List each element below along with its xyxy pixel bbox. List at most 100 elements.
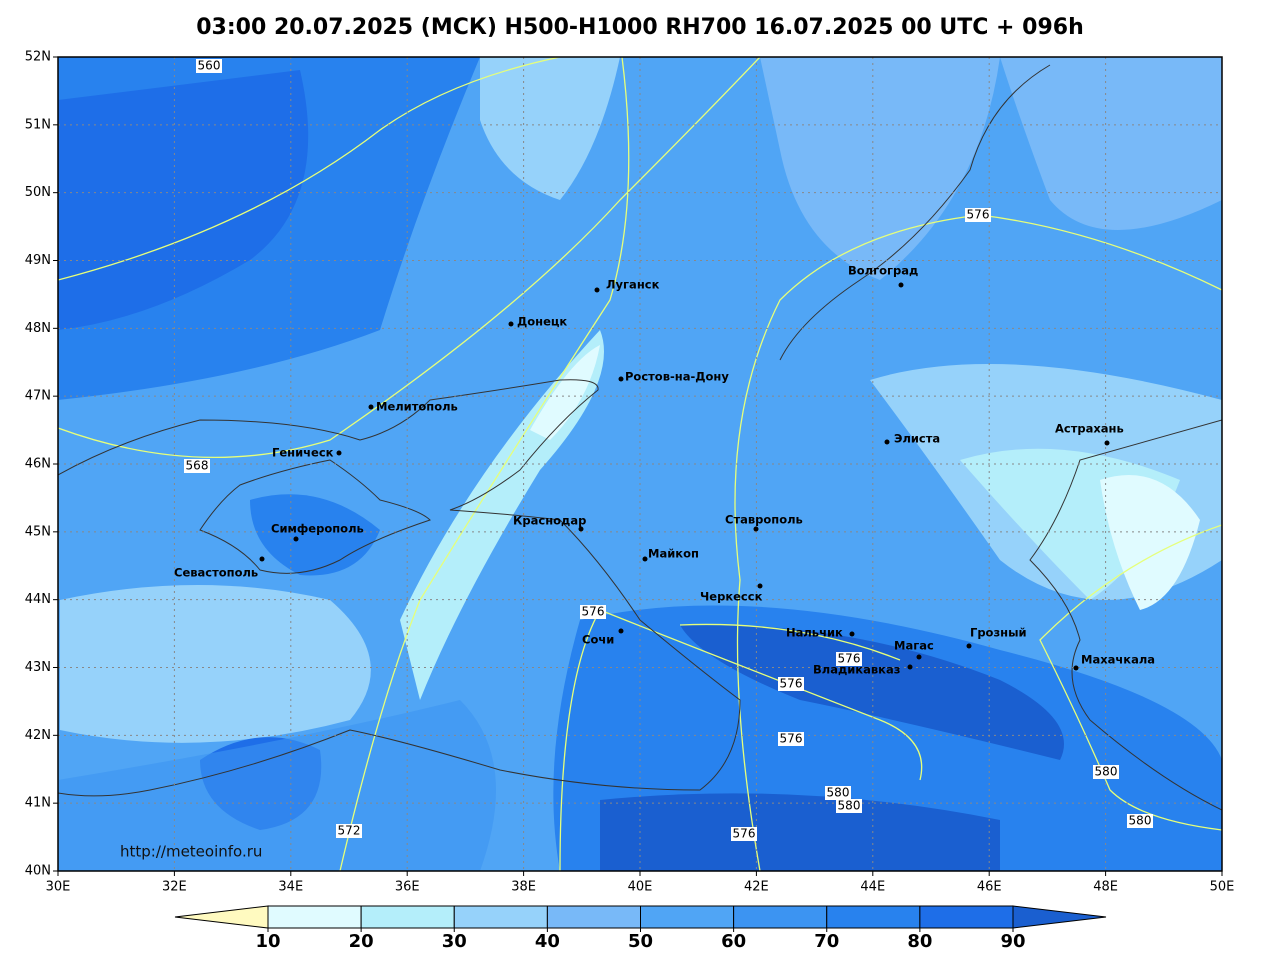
- colorbar-tick-label: 40: [535, 931, 560, 952]
- city-dot: [618, 376, 624, 382]
- city-label: Нальчик: [786, 626, 843, 640]
- city-dot: [898, 282, 904, 288]
- contour-label: 576: [733, 827, 756, 841]
- contour-label: 580: [1129, 814, 1152, 828]
- city-label: Ростов-на-Дону: [625, 370, 729, 384]
- colorbar-bin: [640, 905, 735, 929]
- x-tick-label: 34E: [278, 880, 303, 895]
- colorbar-bin: [733, 905, 828, 929]
- city-label: Волгоград: [848, 264, 918, 278]
- contour-label-box: [825, 786, 851, 800]
- colorbar-tick-label: 20: [349, 931, 374, 952]
- city-label: Черкесск: [700, 590, 763, 604]
- x-tick-label: 40E: [628, 880, 653, 895]
- contour-label-box: [778, 677, 804, 691]
- city-label: Мелитополь: [376, 400, 458, 414]
- city-label: Махачкала: [1081, 653, 1155, 667]
- city-dot: [753, 526, 759, 532]
- city-label: Магас: [894, 639, 934, 653]
- city-dot: [966, 643, 972, 649]
- city-label: Симферополь: [271, 522, 364, 536]
- contour-label-box: [336, 824, 362, 838]
- y-tick-label: 42N: [25, 728, 51, 743]
- city-label: Донецк: [517, 315, 567, 329]
- y-tick-label: 50N: [25, 185, 51, 200]
- city-dot: [336, 450, 342, 456]
- city-dot: [1104, 440, 1110, 446]
- colorbar-low: [174, 905, 269, 929]
- contour-label-box: [836, 652, 862, 666]
- x-tick-label: 30E: [46, 880, 71, 895]
- contour-label-box: [731, 827, 757, 841]
- city-dot: [508, 321, 514, 327]
- y-tick-label: 49N: [25, 253, 51, 268]
- city-label: Луганск: [606, 278, 660, 292]
- colorbar-tick-label: 70: [814, 931, 839, 952]
- x-tick-label: 44E: [860, 880, 885, 895]
- map-frame: [57, 56, 1223, 872]
- source-url: http://meteoinfo.ru: [120, 843, 262, 861]
- contour-label-box: [965, 208, 991, 222]
- map-labels: Луганск Донецк Ростов-на-Дону Мелитополь Ген…: [174, 59, 1155, 841]
- contour-label: 576: [582, 605, 605, 619]
- city-dot: [849, 631, 855, 637]
- colorbar-bin: [826, 905, 921, 929]
- contour-label-box: [1127, 814, 1153, 828]
- x-tick-label: 32E: [162, 880, 187, 895]
- contour-label: 568: [186, 459, 209, 473]
- contour-label: 576: [780, 677, 803, 691]
- city-dot: [757, 583, 763, 589]
- city-dot: [618, 628, 624, 634]
- city-label: Владикавказ: [813, 663, 900, 677]
- contour-label: 560: [198, 59, 221, 73]
- x-tick-label: 42E: [744, 880, 769, 895]
- contour-label-box: [1093, 765, 1119, 779]
- x-tick-label: 36E: [395, 880, 420, 895]
- city-dot: [884, 439, 890, 445]
- contour-label-box: [184, 459, 210, 473]
- city-label: Севастополь: [174, 566, 258, 580]
- x-tick-label: 46E: [977, 880, 1002, 895]
- colorbar-bin: [453, 905, 548, 929]
- x-tick-label: 50E: [1210, 880, 1235, 895]
- colorbar-tick-label: 80: [907, 931, 932, 952]
- y-tick-label: 43N: [25, 660, 51, 675]
- city-dot: [293, 536, 299, 542]
- contour-label: 580: [838, 799, 861, 813]
- contour-label-box: [836, 799, 862, 813]
- city-dot: [907, 664, 913, 670]
- city-label: Ставрополь: [725, 513, 803, 527]
- y-tick-label: 44N: [25, 592, 51, 607]
- y-tick-label: 46N: [25, 457, 51, 472]
- city-dot: [594, 287, 600, 293]
- contour-label: 580: [827, 786, 850, 800]
- y-tick-label: 48N: [25, 321, 51, 336]
- city-dot: [642, 556, 648, 562]
- colorbar-tick-label: 60: [721, 931, 746, 952]
- y-tick-label: 45N: [25, 524, 51, 539]
- title: 03:00 20.07.2025 (МСК) H500-H1000 RH700 …: [196, 15, 1083, 40]
- x-tick-label: 38E: [511, 880, 536, 895]
- contour-label: 572: [338, 824, 361, 838]
- city-label: Элиста: [894, 432, 940, 446]
- contour-label: 576: [780, 732, 803, 746]
- city-dot: [1073, 665, 1079, 671]
- colorbar-tick-label: 30: [442, 931, 467, 952]
- city-label: Сочи: [582, 633, 614, 647]
- colorbar-bin: [919, 905, 1014, 929]
- city-label: Майкоп: [648, 547, 699, 561]
- city-dot: [916, 654, 922, 660]
- colorbar-bin: [267, 905, 362, 929]
- city-dot: [368, 404, 374, 410]
- city-label: Краснодар: [513, 514, 586, 528]
- contour-label-box: [580, 605, 606, 619]
- contour-label-box: [778, 732, 804, 746]
- y-tick-label: 52N: [25, 50, 51, 65]
- colorbar-tick-label: 50: [628, 931, 653, 952]
- colorbar-bin: [546, 905, 641, 929]
- colorbar-tick-label: 90: [1000, 931, 1025, 952]
- y-tick-label: 40N: [25, 864, 51, 879]
- city-label: Астрахань: [1055, 422, 1124, 436]
